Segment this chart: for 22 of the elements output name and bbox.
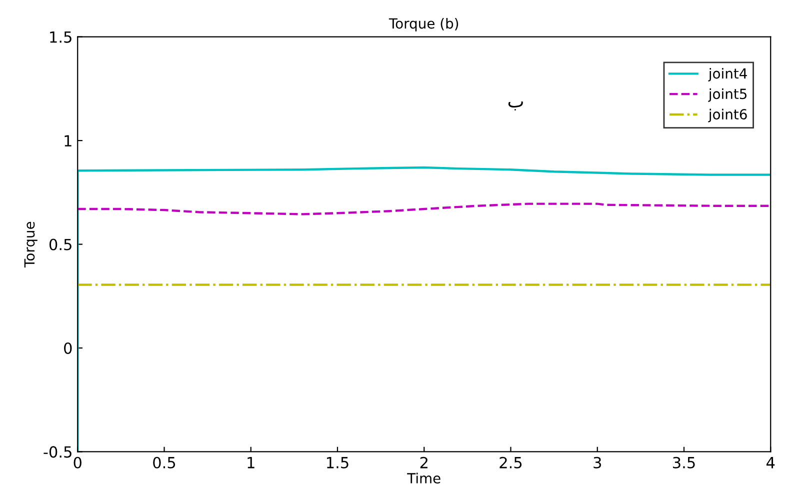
annotation: ب bbox=[508, 101, 523, 110]
legend-label: joint5 bbox=[708, 88, 747, 102]
y-tick-label: 0 bbox=[64, 342, 72, 354]
y-tick-label: -0.5 bbox=[44, 446, 72, 458]
x-axis-title: Time bbox=[407, 472, 440, 484]
chart-title: Torque (b) bbox=[388, 18, 458, 32]
x-tick-label: 0 bbox=[74, 456, 82, 468]
legend-label: joint6 bbox=[708, 108, 747, 122]
x-tick-label: 2 bbox=[420, 456, 428, 468]
x-tick-label: 2.5 bbox=[500, 456, 522, 468]
x-tick-label: 3.5 bbox=[673, 456, 695, 468]
y-axis-title: Torque bbox=[24, 222, 38, 268]
y-tick-label: 0.5 bbox=[49, 238, 72, 250]
x-tick-label: 1.5 bbox=[327, 457, 348, 468]
x-tick-label: 0.5 bbox=[153, 456, 176, 468]
x-tick-label: 3 bbox=[594, 456, 601, 468]
line-series bbox=[78, 202, 771, 216]
legend-label: joint4 bbox=[708, 68, 747, 82]
x-tick-label: 4 bbox=[766, 457, 775, 468]
y-tick-label: 1 bbox=[64, 135, 72, 146]
y-tick-label: 1.5 bbox=[50, 31, 72, 43]
x-tick-label: 1 bbox=[248, 457, 254, 468]
